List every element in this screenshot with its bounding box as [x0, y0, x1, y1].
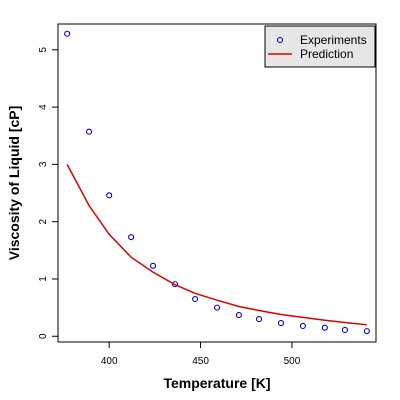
experiment-point	[213, 304, 221, 311]
y-tick-label: 4	[38, 104, 49, 110]
experiment-point	[321, 324, 328, 331]
x-axis: 400 450 500	[101, 342, 301, 367]
legend-box	[264, 25, 376, 68]
y-tick-label: 3	[38, 161, 49, 167]
experiment-point	[277, 320, 285, 327]
experiment-point	[363, 328, 370, 335]
y-tick-label: 1	[38, 276, 49, 282]
y-tick-label: 0	[38, 333, 49, 339]
x-tick-label: 450	[192, 356, 209, 367]
prediction-line	[66, 164, 367, 326]
experiment-point	[64, 30, 71, 37]
experiment-point	[128, 234, 135, 241]
experiment-point	[86, 128, 93, 135]
legend-prediction-label: Prediction	[300, 47, 353, 61]
plot-frame	[57, 23, 377, 343]
y-tick-label: 2	[38, 218, 49, 224]
experiment-point	[192, 295, 199, 303]
experiment-point	[235, 312, 242, 319]
experiment-point	[106, 192, 113, 199]
experiment-point	[149, 262, 157, 269]
x-axis-title: Temperature [K]	[163, 375, 270, 391]
legend-experiments-marker	[276, 36, 284, 44]
experiment-point	[341, 326, 348, 334]
experiment-point	[299, 322, 306, 330]
x-tick-label: 500	[284, 356, 301, 367]
legend-experiments-label: Experiments	[300, 33, 367, 47]
legend: Experiments Prediction	[264, 25, 376, 68]
series-layer	[64, 30, 370, 335]
y-axis-title: Viscosity of Liquid [cP]	[6, 106, 22, 261]
y-tick-label: 5	[38, 47, 49, 53]
x-tick-label: 400	[101, 356, 118, 367]
experiment-point	[171, 281, 179, 288]
experiment-point	[255, 316, 263, 323]
y-axis: 0 1 2 3 4 5	[38, 47, 58, 339]
